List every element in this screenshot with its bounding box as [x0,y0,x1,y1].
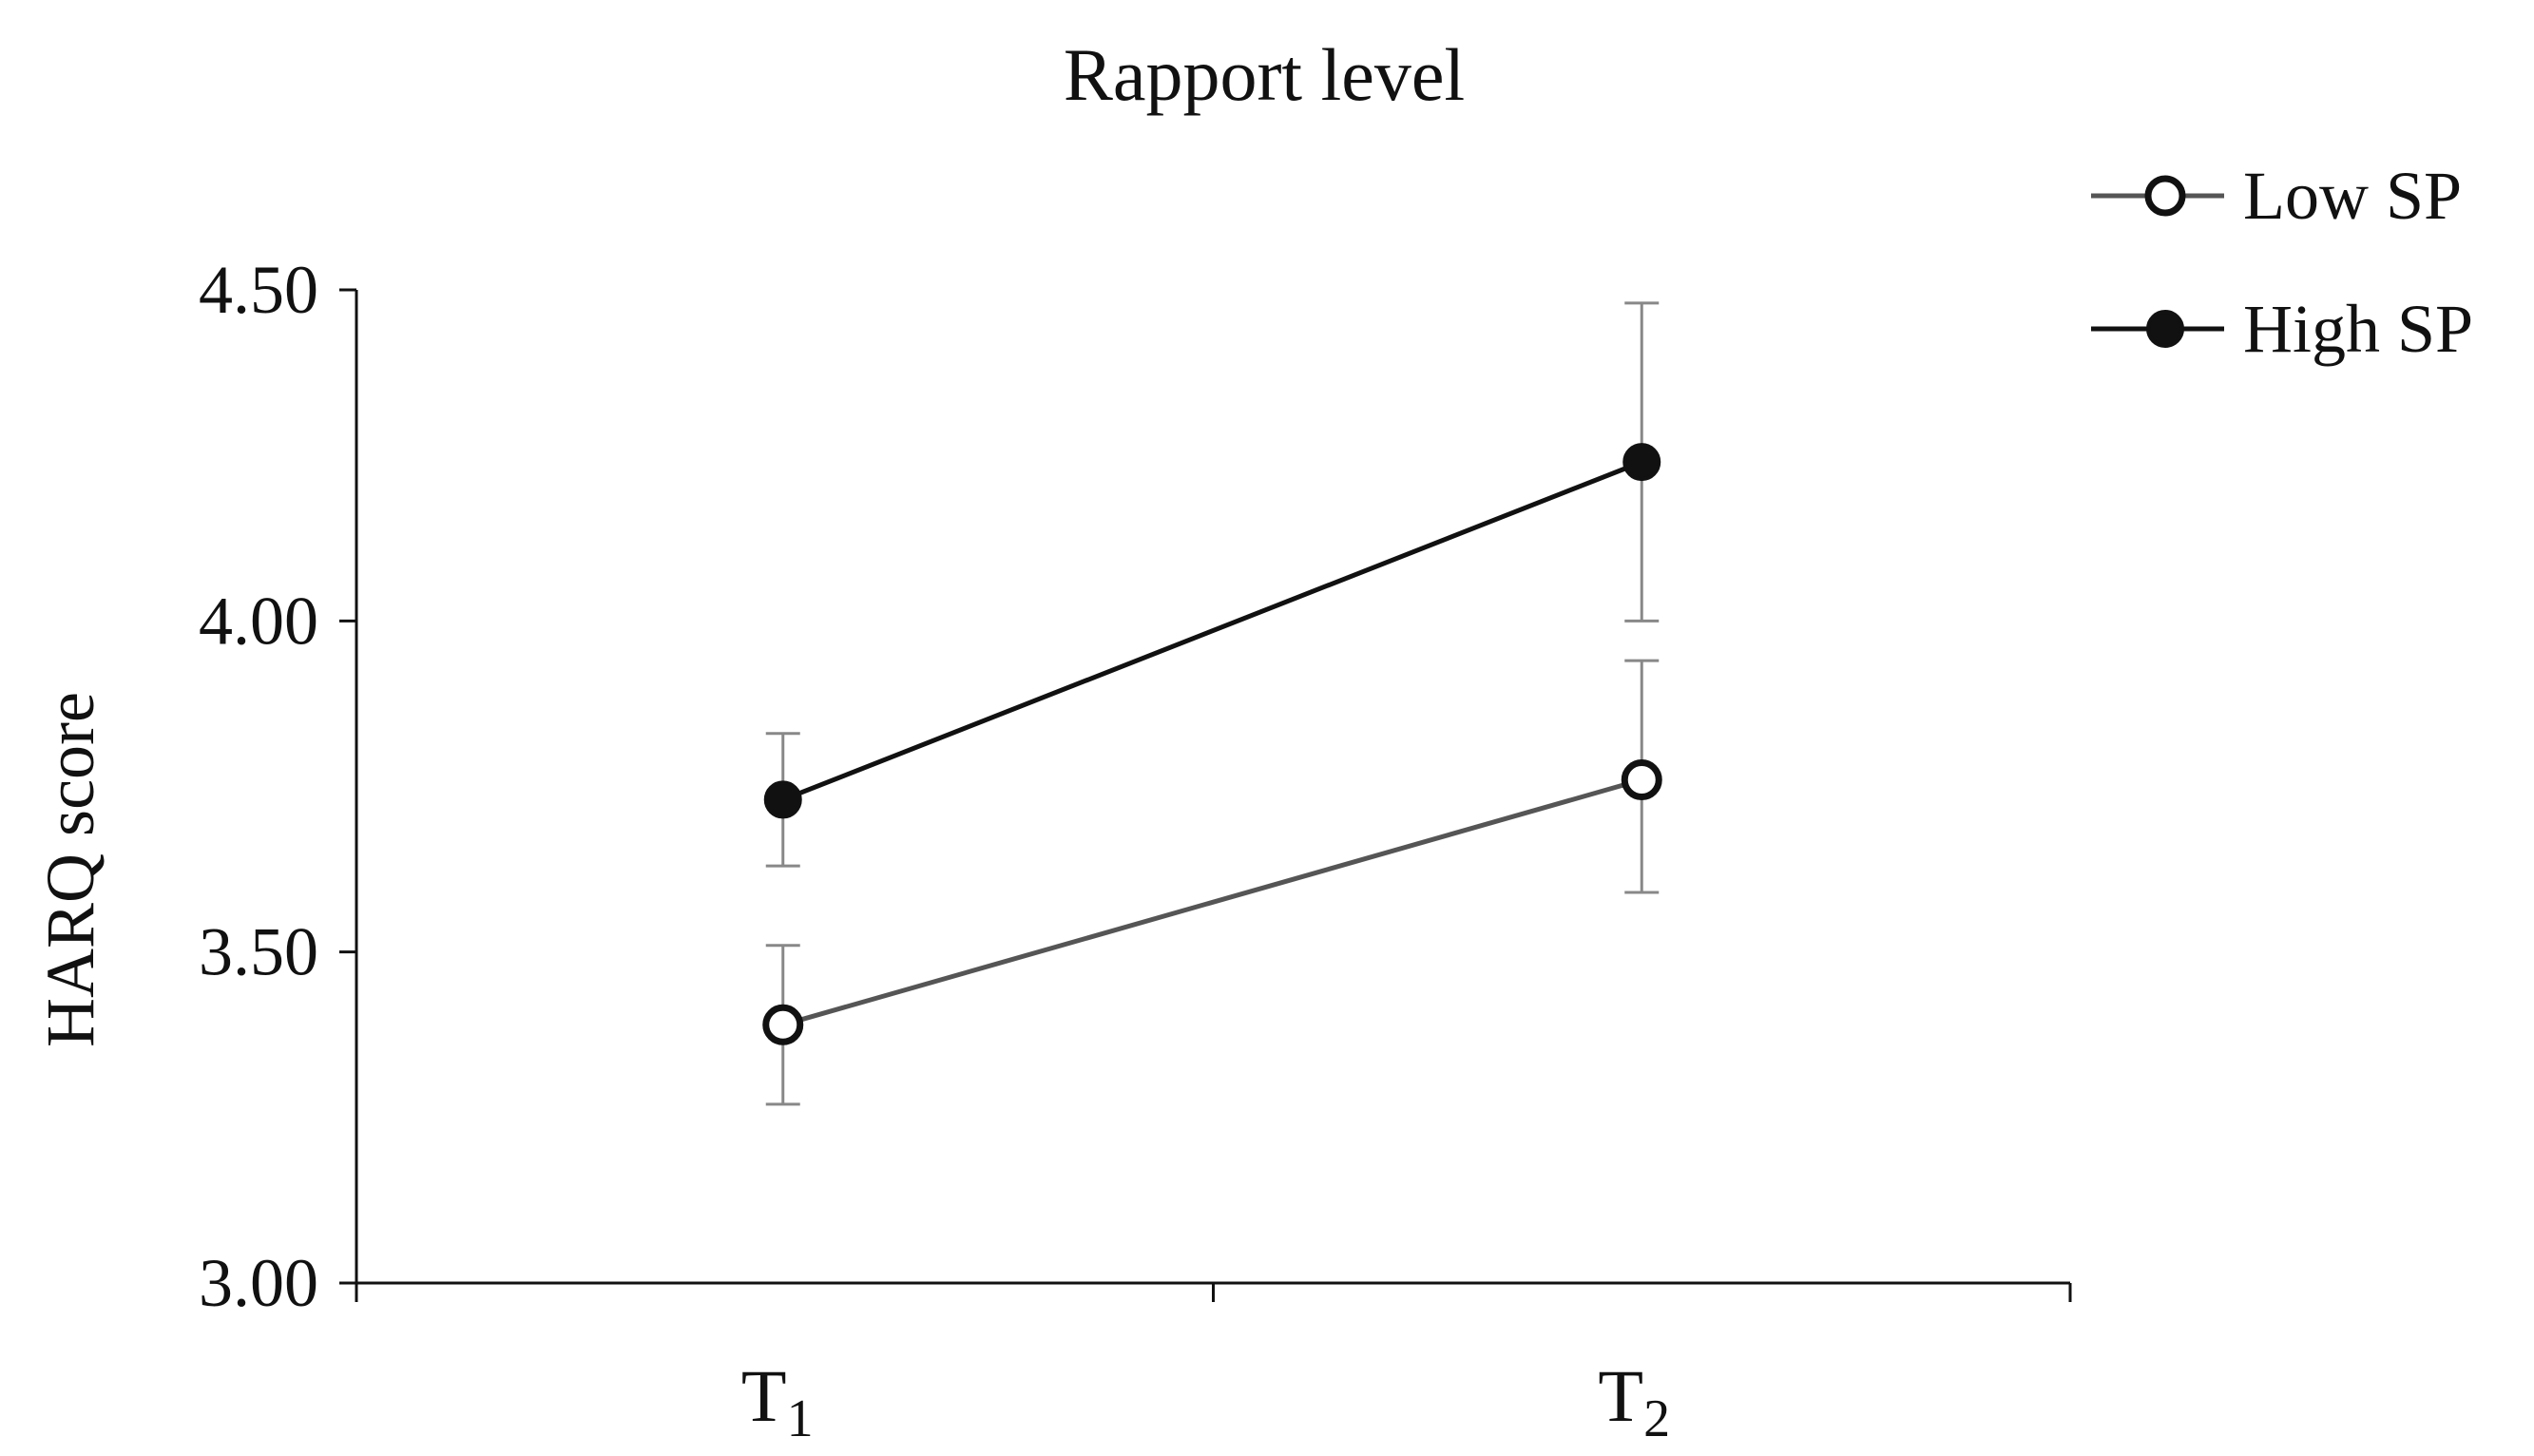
data-point-low-sp [1621,759,1662,801]
data-point-low-sp [762,1004,804,1045]
x-axis-ticks: T1 T2 [355,1283,2072,1448]
y-tick-label: 4.50 [199,252,318,328]
legend-marker [2146,310,2184,348]
y-axis-ticks: 3.00 3.50 4.00 4.50 [199,252,356,1321]
data-point-high-sp [763,780,802,819]
chart-title: Rapport level [1064,33,1465,116]
series-points [762,443,1662,1045]
series-line-low-sp [782,777,1642,1027]
y-tick-label: 3.50 [199,914,318,990]
x-tick-label: T2 [1598,1354,1670,1448]
y-tick-label: 4.00 [199,583,318,659]
legend-marker [2144,175,2186,217]
y-tick-label: 3.00 [199,1245,318,1321]
data-point-high-sp [1622,443,1661,482]
series-line-high-sp [781,459,1643,802]
y-axis-label: HARQ score [32,692,108,1047]
series-lines [781,459,1643,1027]
x-tick-label: T1 [741,1354,814,1448]
legend: Low SP High SP [2091,158,2473,367]
error-bars [765,301,1660,1106]
legend-label: Low SP [2243,158,2462,234]
legend-label: High SP [2243,291,2473,367]
axes [355,290,2070,1285]
